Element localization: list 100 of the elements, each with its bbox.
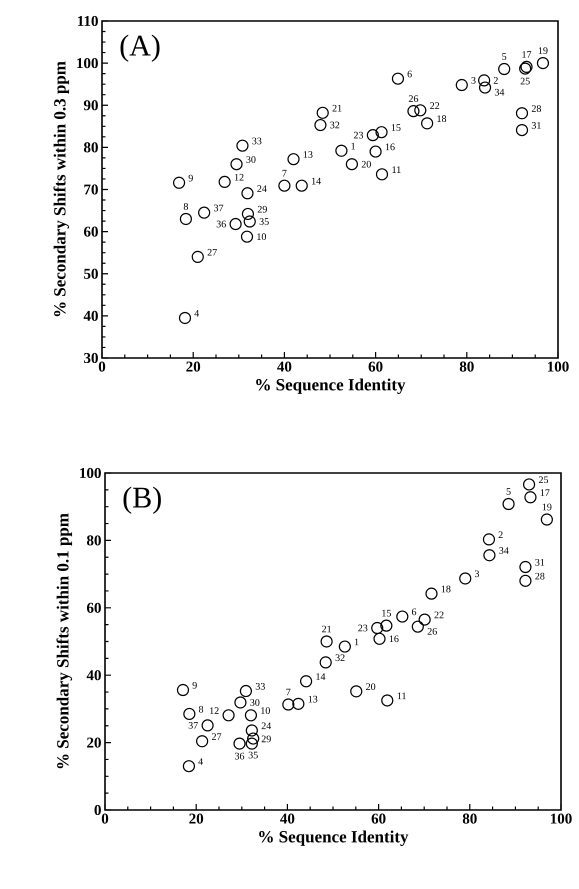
annotation: 25 — [520, 78, 530, 84]
y-tick-label: 60 — [84, 226, 98, 237]
point — [373, 632, 386, 645]
point — [316, 106, 329, 119]
annotation: 24 — [257, 185, 267, 192]
point — [407, 105, 420, 118]
point — [516, 107, 528, 120]
x-tick-label: 80 — [460, 362, 474, 372]
annotation: 18 — [437, 115, 446, 122]
annotation: (B) — [124, 486, 161, 514]
annotation: 36 — [216, 220, 226, 228]
annotation: 15 — [382, 610, 391, 617]
x-tick-label: 80 — [462, 814, 477, 824]
point — [240, 684, 252, 698]
annotation: 2 — [498, 531, 503, 538]
point — [519, 574, 532, 587]
annotation: 8 — [184, 203, 188, 210]
point — [522, 478, 536, 491]
y-tick-label: 20 — [87, 738, 101, 748]
annotation: 33 — [252, 138, 262, 144]
annotation: 21 — [332, 104, 342, 112]
y-tick-label: 60 — [86, 602, 101, 613]
annotation: 22 — [434, 612, 444, 618]
point — [246, 738, 258, 750]
annotation: 20 — [366, 683, 376, 690]
annotation: 30 — [250, 699, 260, 706]
annotation: 23 — [354, 132, 364, 139]
annotation: 18 — [442, 586, 451, 592]
annotation: 6 — [412, 608, 416, 616]
annotation: 27 — [212, 733, 222, 740]
point — [242, 208, 254, 220]
point — [456, 78, 468, 92]
annotation: 29 — [262, 736, 271, 742]
point — [370, 145, 382, 158]
point — [516, 124, 528, 136]
annotation: 26 — [428, 628, 437, 635]
annotation: 13 — [304, 151, 313, 158]
point — [320, 635, 333, 648]
annotation: 27 — [208, 248, 217, 256]
y-tick-label: 70 — [84, 184, 98, 195]
point — [202, 719, 214, 732]
y-tick-label: 30 — [84, 352, 98, 364]
annotation: 19 — [538, 47, 548, 54]
annotation: 10 — [257, 233, 266, 240]
x-tick-label: 100 — [550, 814, 572, 824]
point — [540, 513, 553, 526]
point — [282, 698, 294, 711]
point — [366, 129, 379, 142]
annotation: 9 — [192, 682, 197, 689]
point — [230, 158, 243, 170]
x-tick-label: 100 — [548, 362, 569, 372]
y-tick-label: 40 — [84, 310, 98, 321]
y-axis-title: % Secondary Shifts within 0.3 ppm — [53, 61, 70, 316]
annotation: 31 — [532, 122, 541, 129]
annotation: 5 — [506, 488, 511, 495]
annotation: 28 — [535, 572, 544, 580]
annotation: 13 — [308, 696, 318, 703]
annotation: 12 — [210, 707, 219, 714]
point — [246, 724, 258, 737]
point — [414, 104, 426, 116]
point — [478, 81, 492, 94]
annotation: 35 — [248, 752, 258, 758]
annotation: 20 — [362, 160, 371, 168]
y-tick-label: 40 — [86, 670, 101, 680]
annotation: 26 — [408, 95, 418, 102]
point — [371, 622, 384, 634]
point — [178, 312, 192, 324]
annotation: 2 — [494, 77, 498, 84]
point — [418, 613, 431, 626]
x-axis-title: % Sequence Identity — [259, 830, 408, 846]
point — [498, 62, 510, 76]
point — [244, 215, 256, 228]
annotation: 37 — [188, 722, 198, 729]
point — [296, 180, 308, 192]
y-tick-label: 100 — [80, 468, 101, 478]
annotation: 10 — [261, 707, 270, 714]
annotation: 5 — [502, 53, 506, 60]
annotation: 7 — [282, 170, 287, 176]
annotation: (A) — [120, 34, 160, 62]
point — [287, 153, 300, 166]
point — [478, 74, 490, 86]
x-tick-label: 20 — [186, 362, 200, 372]
annotation: 34 — [494, 88, 504, 96]
annotation: 1 — [354, 638, 358, 646]
point — [233, 738, 246, 750]
y-tick-label: 50 — [84, 268, 98, 279]
point — [218, 176, 231, 188]
point — [412, 620, 424, 633]
point — [241, 187, 254, 200]
annotation: 23 — [358, 624, 368, 632]
point — [335, 144, 348, 157]
annotation: 21 — [322, 626, 332, 632]
y-tick-label: 80 — [86, 535, 101, 546]
point — [300, 675, 312, 688]
annotation: 4 — [194, 310, 200, 317]
annotation: 14 — [312, 178, 321, 184]
annotation: 22 — [430, 102, 440, 109]
annotation: 4 — [198, 758, 203, 765]
annotation: 30 — [246, 156, 256, 163]
point — [172, 176, 186, 189]
